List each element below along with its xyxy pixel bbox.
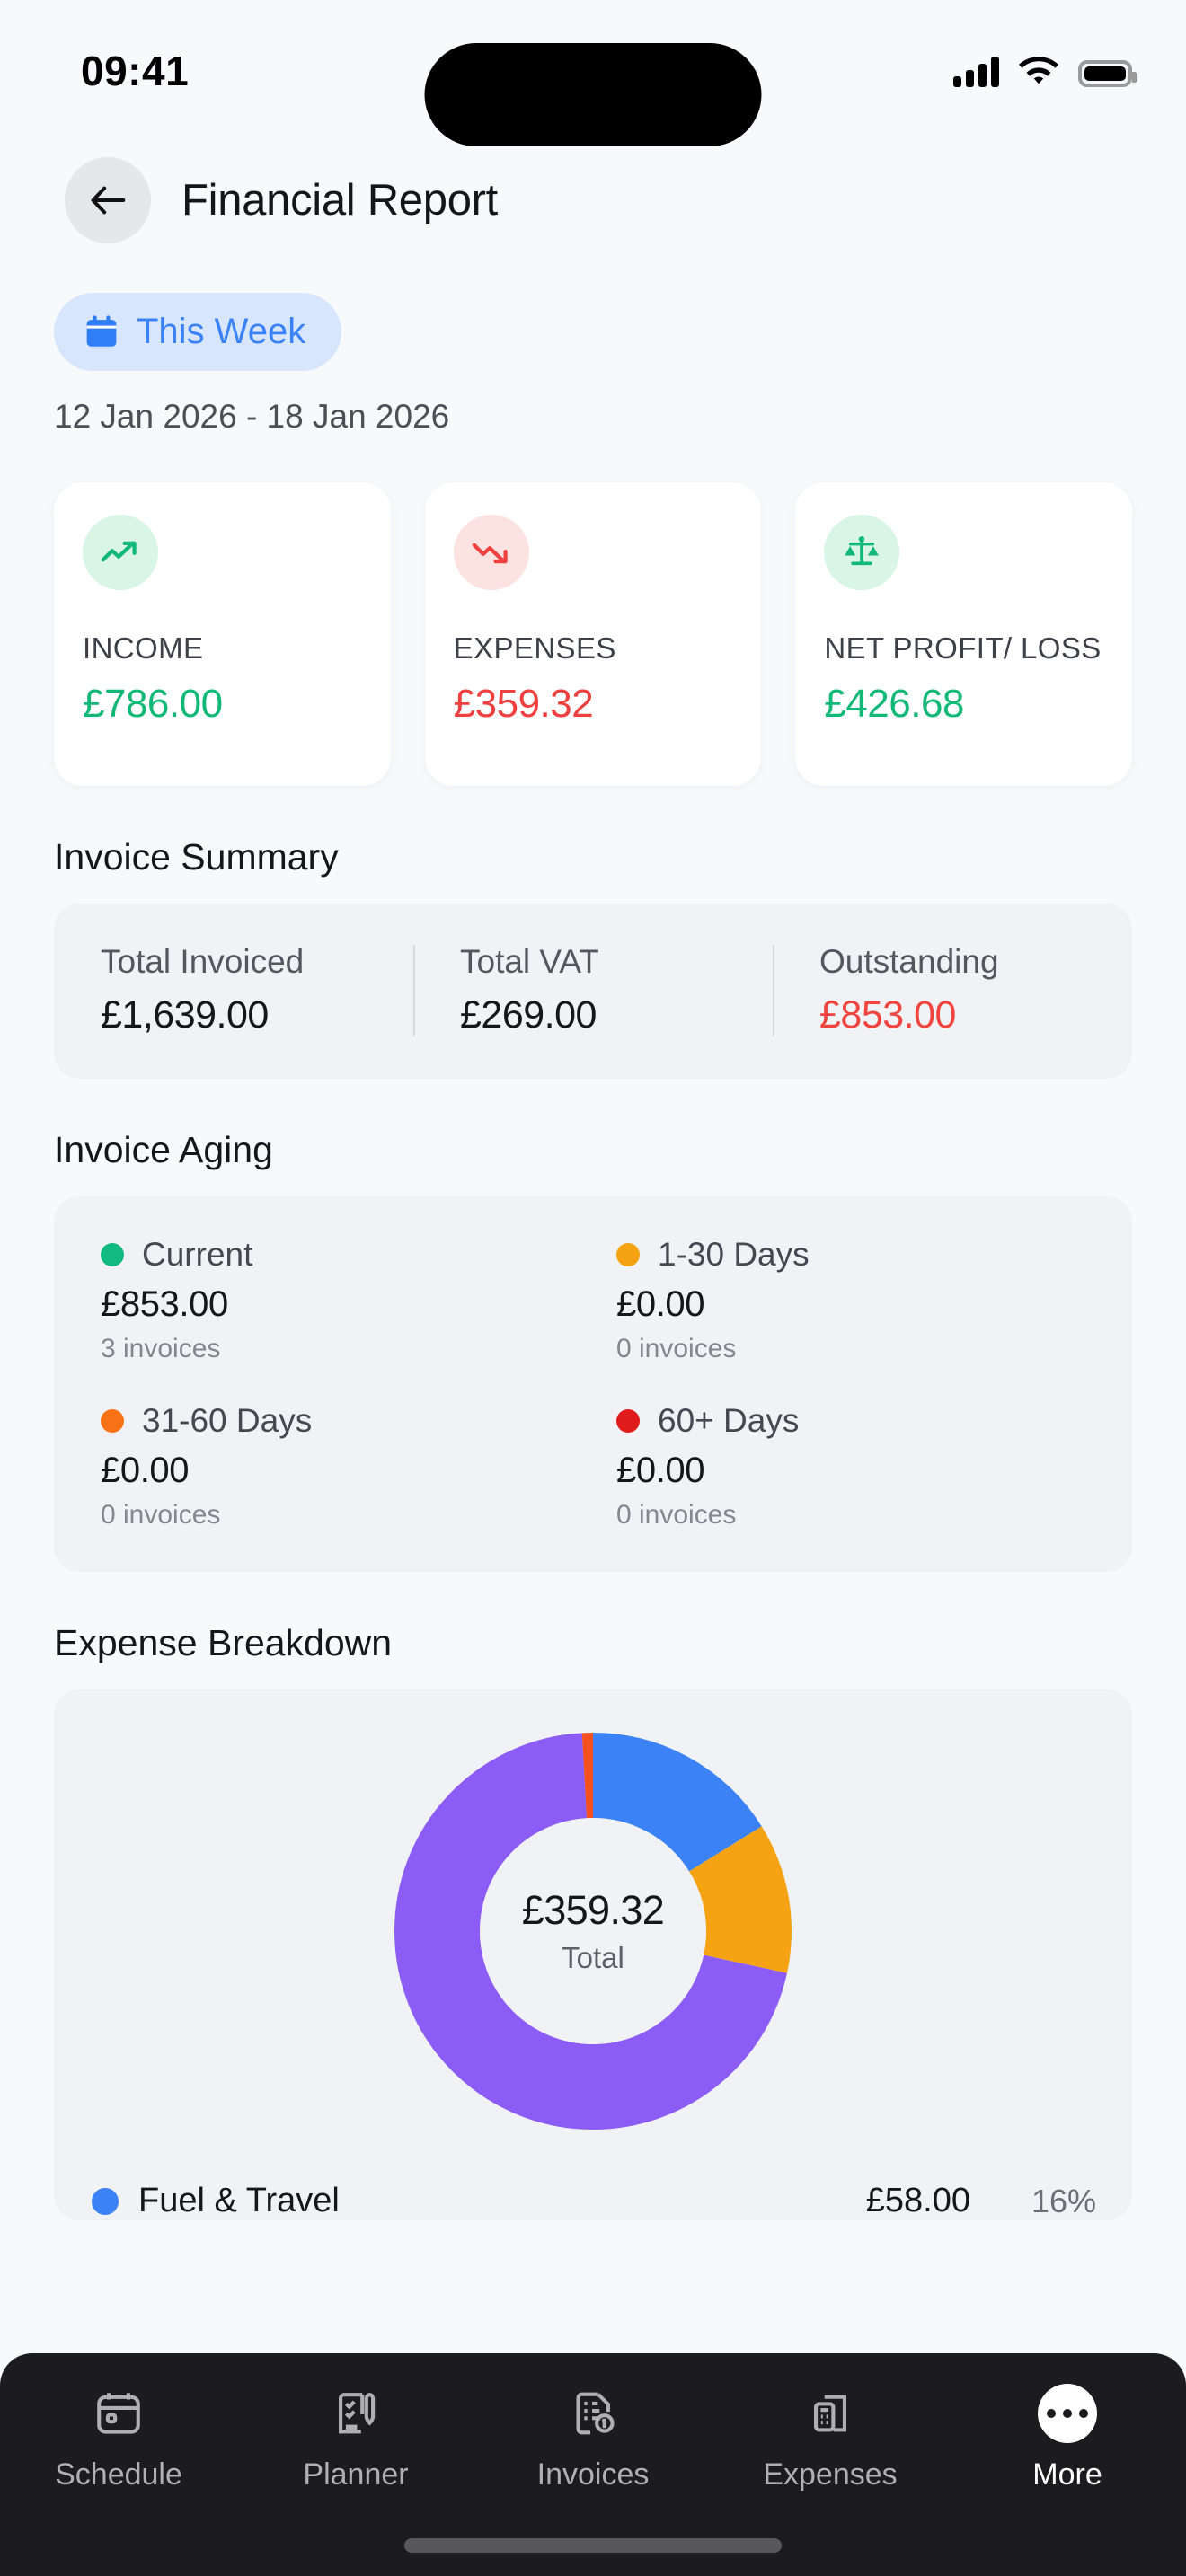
invoice-dollar-icon	[567, 2384, 619, 2443]
nav-label: Invoices	[536, 2457, 650, 2492]
aging-amount: £0.00	[616, 1284, 705, 1324]
period-row: This Week	[0, 243, 1186, 371]
legend-percentage: 16%	[1031, 2182, 1096, 2219]
aging-amount: £0.00	[101, 1451, 190, 1490]
nav-item-more[interactable]: More	[949, 2384, 1186, 2492]
dynamic-island	[424, 43, 762, 146]
calculator-icon	[804, 2384, 856, 2443]
aging-label: 60+ Days	[658, 1402, 800, 1439]
status-dot-amber	[616, 1243, 640, 1266]
list-item[interactable]: Fuel & Travel £58.00 16%	[92, 2176, 1096, 2220]
arrow-left-icon	[91, 186, 126, 215]
invoice-summary-panel: Total Invoiced £1,639.00 Total VAT £269.…	[54, 904, 1132, 1079]
ellipsis-icon	[1038, 2384, 1097, 2443]
scales-balance-icon	[824, 515, 900, 590]
aging-bucket-1-30-days: 1-30 Days £0.00 0 invoices	[616, 1236, 1132, 1364]
nav-item-invoices[interactable]: Invoices	[474, 2384, 712, 2492]
status-icons	[953, 39, 1137, 87]
metric-label: NET PROFIT/ LOSS	[824, 631, 1102, 665]
period-chip-this-week[interactable]: This Week	[54, 293, 342, 371]
metric-value: £786.00	[83, 682, 223, 727]
status-dot-red	[616, 1409, 640, 1433]
donut-slice	[394, 1733, 792, 2130]
metric-cards: INCOME £786.00 EXPENSES £359.32	[0, 436, 1186, 786]
metric-value: £359.32	[453, 682, 594, 727]
wifi-icon	[1019, 57, 1058, 84]
legend-amount: £58.00	[865, 2182, 970, 2219]
metric-card-net-profit-loss[interactable]: NET PROFIT/ LOSS £426.68	[795, 482, 1133, 786]
summary-col-outstanding: Outstanding £853.00	[773, 943, 1132, 1037]
status-dot-orange	[101, 1409, 124, 1433]
back-button[interactable]	[65, 157, 151, 243]
summary-value: £269.00	[460, 993, 597, 1037]
donut-svg	[394, 1733, 792, 2130]
aging-label: Current	[142, 1236, 253, 1273]
summary-col-total-vat: Total VAT £269.00	[413, 943, 773, 1037]
nav-label: Planner	[303, 2457, 409, 2492]
expense-donut-chart[interactable]: £359.32 Total	[394, 1733, 792, 2130]
invoice-summary-title: Invoice Summary	[54, 836, 339, 878]
bottom-navigation: Schedule Planner	[0, 2353, 1186, 2576]
clipboard-pen-icon	[330, 2384, 382, 2443]
summary-col-total-invoiced: Total Invoiced £1,639.00	[54, 943, 413, 1037]
aging-count: 0 invoices	[101, 1500, 221, 1530]
invoice-aging-title: Invoice Aging	[54, 1129, 273, 1170]
nav-item-expenses[interactable]: Expenses	[712, 2384, 949, 2492]
aging-amount: £853.00	[101, 1284, 228, 1324]
page-header: Financial Report	[0, 126, 1186, 243]
aging-label: 1-30 Days	[658, 1236, 810, 1273]
donut-slice	[394, 1733, 792, 2130]
nav-item-schedule[interactable]: Schedule	[0, 2384, 237, 2492]
aging-bucket-60-plus-days: 60+ Days £0.00 0 invoices	[616, 1402, 1132, 1531]
summary-value: £1,639.00	[101, 993, 269, 1037]
metric-card-income[interactable]: INCOME £786.00	[54, 482, 391, 786]
status-time: 09:41	[81, 48, 190, 94]
metric-label: EXPENSES	[453, 631, 616, 665]
expense-legend: Fuel & Travel £58.00 16%	[54, 2130, 1132, 2220]
metric-value: £426.68	[824, 682, 964, 727]
summary-label: Total VAT	[460, 943, 599, 980]
legend-dot-blue	[92, 2187, 119, 2215]
nav-item-planner[interactable]: Planner	[237, 2384, 474, 2492]
trending-up-icon	[83, 515, 158, 590]
date-range-label: 12 Jan 2026 - 18 Jan 2026	[54, 398, 450, 435]
aging-count: 0 invoices	[616, 1500, 737, 1530]
legend-name: Fuel & Travel	[138, 2182, 340, 2219]
donut-slice	[394, 1733, 792, 2130]
page-title: Financial Report	[181, 176, 498, 225]
period-chip-label: This Week	[137, 312, 306, 351]
aging-bucket-current: Current £853.00 3 invoices	[101, 1236, 616, 1364]
summary-label: Outstanding	[819, 943, 999, 980]
metric-card-expenses[interactable]: EXPENSES £359.32	[424, 482, 762, 786]
battery-full-icon	[1078, 60, 1137, 87]
aging-amount: £0.00	[616, 1451, 705, 1490]
status-dot-green	[101, 1243, 124, 1266]
summary-label: Total Invoiced	[101, 943, 305, 980]
nav-label: Expenses	[763, 2457, 898, 2492]
expense-breakdown-title: Expense Breakdown	[54, 1622, 393, 1663]
calendar-nav-icon	[93, 2384, 145, 2443]
scroll-area[interactable]: Financial Report This Week 12 Jan 2026 -…	[0, 126, 1186, 2479]
calendar-icon	[86, 314, 117, 347]
aging-bucket-31-60-days: 31-60 Days £0.00 0 invoices	[101, 1402, 616, 1531]
trending-down-icon	[453, 515, 529, 590]
expense-breakdown-panel: £359.32 Total Fuel & Travel £58.00 16%	[54, 1689, 1132, 2220]
aging-label: 31-60 Days	[142, 1402, 313, 1439]
nav-label: More	[1032, 2457, 1102, 2492]
invoice-aging-panel: Current £853.00 3 invoices 1-30 Days £0.…	[54, 1196, 1132, 1572]
cellular-signal-icon	[953, 57, 999, 87]
aging-count: 3 invoices	[101, 1334, 221, 1363]
metric-label: INCOME	[83, 631, 204, 665]
home-indicator[interactable]	[404, 2538, 782, 2553]
summary-value: £853.00	[819, 993, 956, 1037]
status-bar: 09:41	[0, 0, 1186, 146]
nav-label: Schedule	[55, 2457, 182, 2492]
aging-count: 0 invoices	[616, 1334, 737, 1363]
